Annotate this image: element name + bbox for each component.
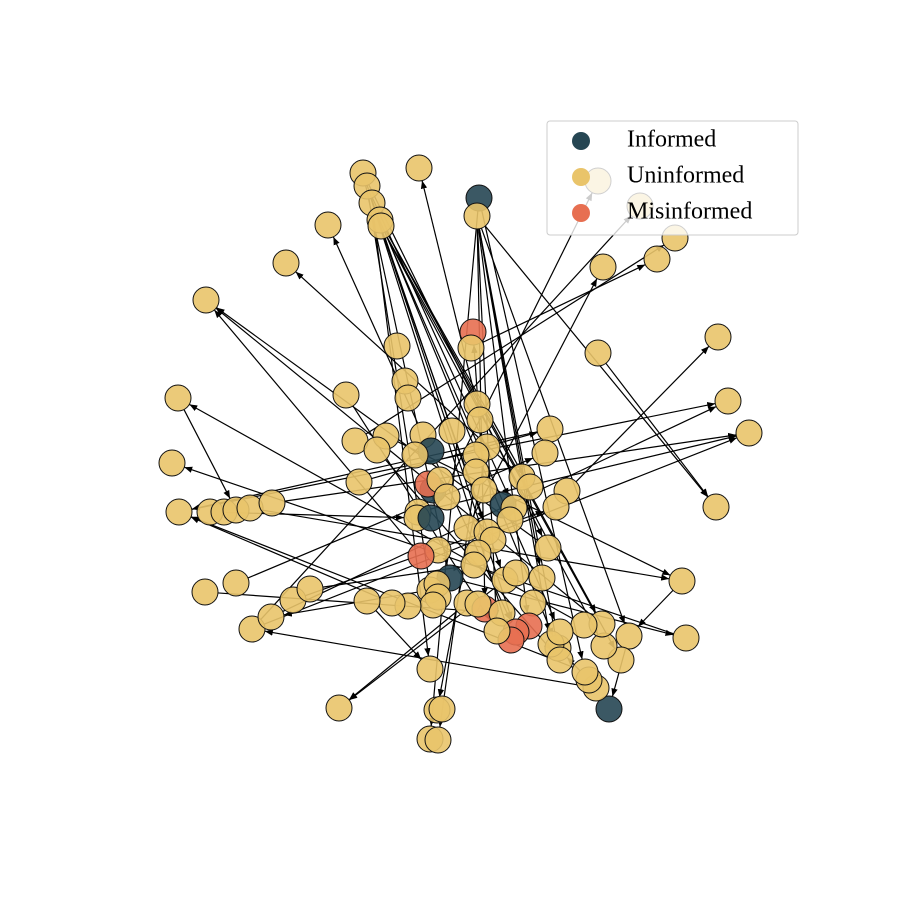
node	[419, 591, 447, 619]
node	[332, 381, 360, 409]
node	[438, 417, 466, 445]
node	[353, 587, 381, 615]
node	[714, 387, 742, 415]
edge	[637, 589, 674, 628]
edge	[478, 228, 530, 614]
node	[470, 476, 498, 504]
node	[531, 439, 559, 467]
edge	[183, 409, 231, 499]
edge	[478, 228, 551, 632]
node	[702, 493, 730, 521]
edge	[190, 516, 381, 599]
node	[542, 493, 570, 521]
legend-marker	[572, 132, 590, 150]
edge	[213, 309, 414, 547]
node	[192, 286, 220, 314]
node	[528, 564, 556, 592]
node	[643, 245, 671, 273]
node	[164, 384, 192, 412]
node	[534, 534, 562, 562]
node	[222, 569, 250, 597]
node	[407, 542, 435, 570]
node	[615, 622, 643, 650]
node	[314, 211, 342, 239]
legend-marker	[572, 168, 590, 186]
node	[519, 589, 547, 617]
node	[424, 726, 452, 754]
edge	[397, 441, 671, 576]
node	[345, 468, 373, 496]
node	[191, 578, 219, 606]
node	[668, 567, 696, 595]
node	[483, 617, 511, 645]
edge	[472, 278, 598, 517]
legend-box	[546, 120, 799, 236]
node	[672, 624, 700, 652]
node	[536, 415, 564, 443]
edge	[428, 210, 479, 727]
edge	[605, 362, 709, 498]
node	[589, 253, 617, 281]
edge	[375, 215, 502, 568]
node	[258, 489, 286, 517]
node	[516, 473, 544, 501]
node	[383, 332, 411, 360]
node	[272, 249, 300, 277]
node	[464, 590, 492, 618]
node	[584, 339, 612, 367]
node	[570, 611, 598, 639]
edge	[376, 214, 556, 621]
node	[428, 695, 456, 723]
legend-label: Misinformed	[627, 199, 752, 225]
legend-label: Informed	[627, 127, 716, 153]
node	[460, 551, 488, 579]
edge	[262, 509, 670, 581]
node	[158, 449, 186, 477]
edge	[385, 231, 525, 476]
node	[378, 589, 406, 617]
node	[546, 646, 574, 674]
node	[257, 603, 285, 631]
node	[417, 504, 445, 532]
node	[704, 323, 732, 351]
legend: Informed Uninformed Misinformed	[546, 120, 799, 236]
node	[571, 658, 599, 686]
node	[367, 212, 395, 240]
node	[165, 498, 193, 526]
node	[595, 695, 623, 723]
node	[433, 483, 461, 511]
legend-label: Uninformed	[627, 163, 744, 189]
node	[236, 494, 264, 522]
node	[405, 154, 433, 182]
node	[416, 655, 444, 683]
node	[363, 436, 391, 464]
node	[502, 559, 530, 587]
legend-marker	[572, 204, 590, 222]
node	[496, 506, 524, 534]
nodes	[158, 154, 763, 754]
edge	[371, 431, 538, 480]
node	[546, 618, 574, 646]
node	[296, 575, 324, 603]
edge	[375, 610, 422, 660]
node	[463, 202, 491, 230]
edge	[481, 210, 584, 660]
node	[401, 441, 429, 469]
edge	[260, 215, 632, 620]
node	[457, 334, 485, 362]
edge	[575, 345, 710, 483]
node	[325, 694, 353, 722]
node	[466, 406, 494, 434]
edge	[482, 264, 646, 343]
node	[735, 419, 763, 447]
node	[394, 384, 422, 412]
edge	[348, 610, 458, 701]
